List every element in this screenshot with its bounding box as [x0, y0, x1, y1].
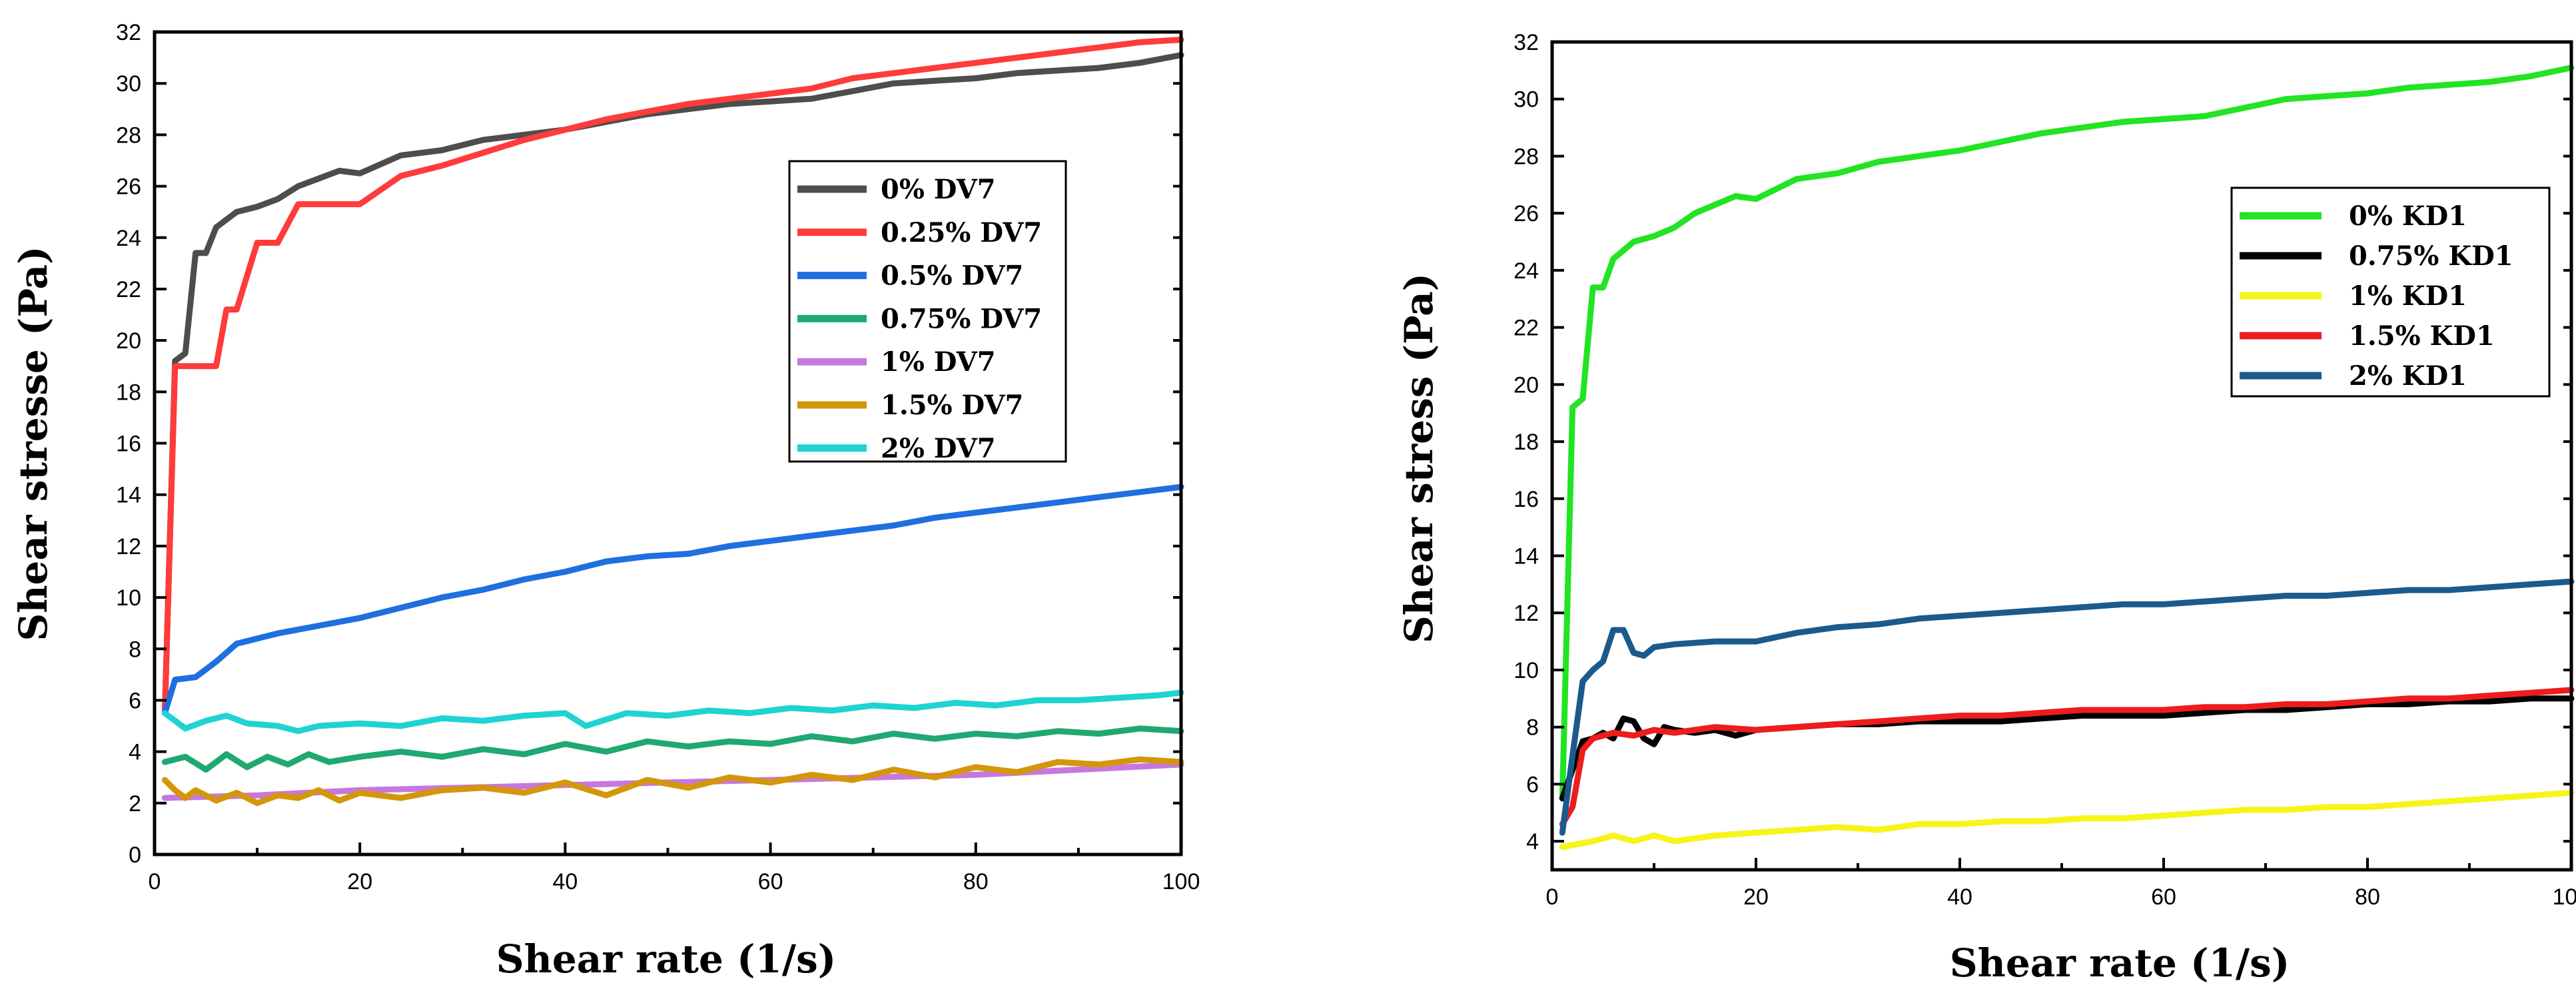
series-line-0-dv7: [161, 52, 1184, 717]
x-tick-label: 0: [149, 869, 161, 894]
series-line-1-kd1: [1559, 789, 2575, 850]
x-tick-label: 40: [552, 869, 578, 894]
y-tick-label: 26: [116, 174, 141, 200]
y-tick-label: 10: [116, 585, 141, 611]
x-tick-label: 100: [2553, 884, 2576, 910]
y-tick-label: 14: [1513, 544, 1539, 569]
y-tick-label: 14: [116, 483, 141, 508]
series-line-1-5-kd1: [1559, 687, 2575, 827]
legend-label: 1% KD1: [2349, 280, 2467, 312]
legend-label: 0.5% DV7: [881, 260, 1023, 292]
series-line-0-25-dv7: [161, 37, 1184, 717]
series-line-2-kd1: [1559, 578, 2575, 836]
y-tick-label: 18: [116, 380, 141, 405]
legend: 0% KD1 0.75% KD1 1% KD1 1.5% KD1 2% KD1: [2230, 186, 2551, 398]
y-tick-label: 4: [129, 740, 141, 765]
legend-label: 0.25% DV7: [881, 217, 1042, 248]
series-line-2-dv7: [161, 689, 1184, 735]
y-tick-label: 30: [1513, 87, 1539, 113]
legend: 0% DV7 0.25% DV7 0.5% DV7 0.75% DV7 1% DV7 1.…: [788, 160, 1067, 464]
y-tick-label: 28: [1513, 144, 1539, 169]
y-tick-label: 24: [1513, 258, 1539, 284]
x-tick-label: 60: [2151, 884, 2176, 910]
legend-label: 2% KD1: [2349, 360, 2467, 392]
x-tick-label: 40: [1947, 884, 1972, 910]
legend-label: 1.5% DV7: [881, 390, 1023, 421]
y-tick-label: 8: [129, 637, 141, 662]
y-tick-label: 16: [1513, 487, 1539, 512]
y-tick-label: 26: [1513, 201, 1539, 226]
y-tick-label: 0: [129, 842, 141, 868]
y-tick-label: 2: [129, 791, 141, 817]
series-line-0-kd1: [1559, 65, 2575, 802]
x-tick-label: 80: [2355, 884, 2380, 910]
y-tick-label: 6: [129, 688, 141, 713]
legend-label: 0.75% KD1: [2349, 240, 2513, 272]
x-tick-label: 0: [1546, 884, 1559, 910]
x-axis-title: Shear rate (1/s): [1950, 940, 2290, 986]
series-line-0-5-dv7: [161, 484, 1184, 717]
series-line-0-75-dv7: [161, 725, 1184, 773]
y-tick-label: 20: [116, 328, 141, 354]
y-axis-title: Shear stress (Pa): [1396, 273, 1442, 643]
y-tick-label: 22: [116, 277, 141, 302]
x-tick-label: 100: [1162, 869, 1200, 894]
x-axis-title: Shear rate (1/s): [496, 936, 836, 982]
y-tick-label: 18: [1513, 430, 1539, 455]
y-tick-label: 24: [116, 226, 141, 251]
chart-dv7: 0 20 40 60 80 1000246810121416182022242628303…: [11, 20, 1200, 982]
legend-label: 0% DV7: [881, 174, 996, 205]
y-tick-label: 8: [1526, 715, 1539, 741]
x-tick-label: 20: [347, 869, 372, 894]
x-tick-label: 60: [758, 869, 783, 894]
x-tick-label: 20: [1743, 884, 1769, 910]
y-tick-label: 12: [1513, 601, 1539, 626]
y-tick-label: 28: [116, 123, 141, 148]
y-tick-label: 16: [116, 432, 141, 457]
y-tick-label: 32: [1513, 30, 1539, 55]
y-tick-label: 10: [1513, 658, 1539, 683]
y-tick-label: 6: [1526, 772, 1539, 797]
y-tick-label: 4: [1526, 829, 1539, 854]
legend-label: 0.75% DV7: [881, 303, 1042, 334]
legend-label: 2% DV7: [881, 433, 996, 464]
y-axis-title: Shear stresse (Pa): [11, 246, 56, 641]
y-tick-label: 20: [1513, 372, 1539, 398]
y-tick-label: 12: [116, 534, 141, 559]
x-tick-label: 80: [963, 869, 989, 894]
y-tick-label: 30: [116, 71, 141, 97]
plot-frame: [1550, 40, 2573, 872]
legend-label: 0% KD1: [2349, 200, 2467, 232]
y-tick-label: 22: [1513, 316, 1539, 341]
series-line-1-5-dv7: [161, 756, 1184, 807]
legend-label: 1.5% KD1: [2349, 320, 2495, 352]
legend-label: 1% DV7: [881, 346, 996, 378]
legend-box: [788, 160, 1067, 463]
chart-kd1: 0 20 40 60 80 100 4 6 8 10 12 14 16 18 20 22 24 26 28 30 32 S…: [1396, 30, 2576, 986]
y-tick-label: 32: [116, 20, 141, 45]
